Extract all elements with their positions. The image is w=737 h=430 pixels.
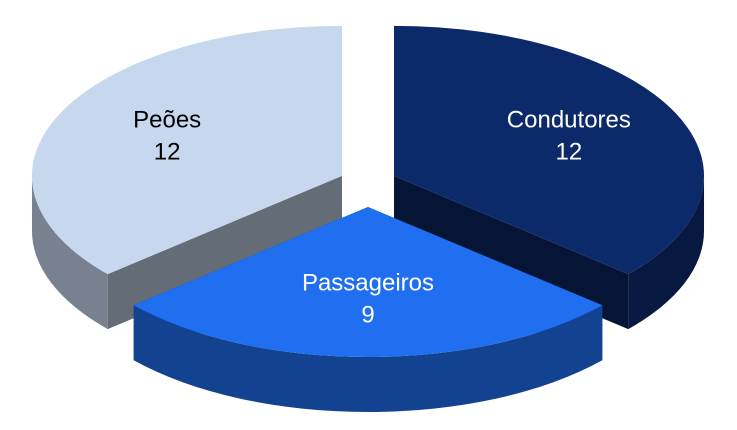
slice: Condutores 12	[394, 25, 705, 330]
slice: Passageiros 9	[133, 207, 603, 412]
slice-top	[133, 207, 603, 357]
slice-label: Peões	[133, 107, 201, 134]
slice-label: Condutores	[507, 107, 631, 134]
slice-side	[31, 175, 108, 330]
slice-side	[107, 175, 342, 330]
slice-value: 12	[555, 139, 582, 166]
slice-top	[394, 25, 705, 275]
slice-value: 9	[361, 301, 374, 328]
slice-side	[628, 175, 705, 330]
slice-value: 12	[154, 139, 181, 166]
slice: Peões 12	[31, 25, 342, 330]
slice-side	[133, 305, 603, 412]
slice-side	[394, 175, 629, 330]
slice-label: Passageiros	[302, 269, 434, 296]
slice-top	[31, 25, 342, 275]
